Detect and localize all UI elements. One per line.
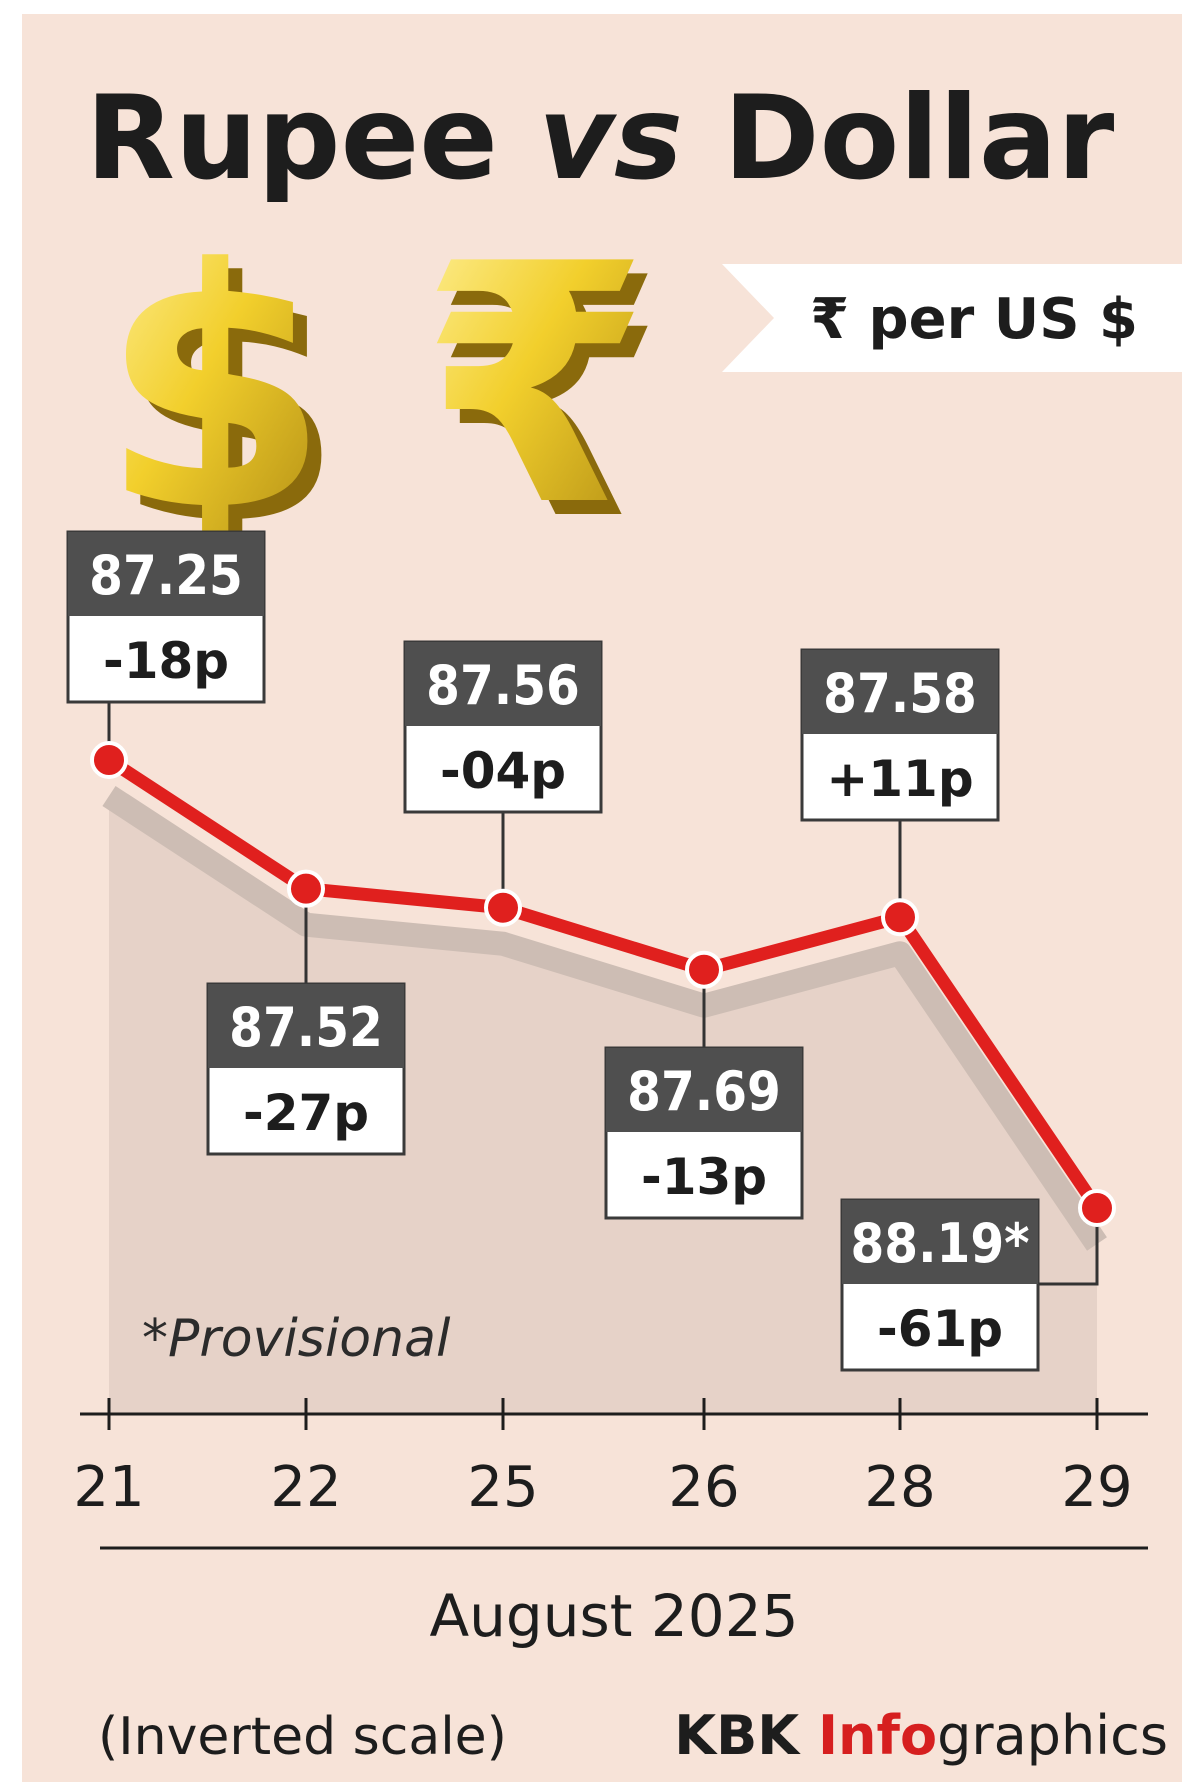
change-label: -13p — [641, 1148, 767, 1206]
unit-label-ribbon: ₹ per US $ — [722, 264, 1192, 372]
svg-text:₹: ₹ — [434, 208, 664, 592]
data-point-28 — [881, 898, 919, 937]
value-label: 87.58 — [823, 662, 977, 725]
svg-text:$: $ — [100, 199, 330, 583]
rupee-symbol-icon: ₹ ₹ — [420, 194, 664, 592]
data-label-29: 88.19* -61p — [840, 1198, 1040, 1372]
value-box — [606, 1048, 802, 1132]
x-tick-label: 26 — [668, 1455, 739, 1520]
line-shadow — [102, 785, 1107, 1251]
chart-title: Rupee vs Dollar — [86, 71, 1115, 206]
data-point-21 — [90, 741, 128, 779]
data-label-25: 87.56 -04p — [403, 640, 603, 814]
data-label-28: 87.58 +11p — [800, 648, 1000, 822]
change-label: +11p — [826, 750, 973, 808]
svg-text:₹: ₹ — [420, 194, 650, 578]
change-label: -18p — [103, 632, 229, 690]
credit: KBK Infographics — [674, 1704, 1168, 1767]
inverted-scale-note: (Inverted scale) — [98, 1707, 507, 1767]
value-label: 88.19* — [850, 1212, 1029, 1275]
value-box — [802, 650, 998, 734]
data-label-21: 87.25 -18p — [66, 530, 266, 704]
data-point-22 — [287, 869, 325, 908]
data-point-26 — [685, 950, 723, 989]
x-axis: 21 22 25 26 28 29 — [73, 1398, 1148, 1520]
data-point-25 — [484, 888, 522, 927]
x-tick-label: 21 — [73, 1455, 144, 1520]
value-box — [208, 984, 404, 1068]
x-tick-label: 25 — [467, 1455, 538, 1520]
data-labels: 87.25 -18p 87.52 -27p 87.56 -04p 87.69 -13p 87.5… — [66, 530, 1040, 1372]
data-label-26: 87.69 -13p — [604, 1046, 804, 1220]
series-line — [102, 753, 1104, 1215]
x-axis-title: August 2025 — [429, 1582, 798, 1650]
x-tick-label: 28 — [864, 1455, 935, 1520]
change-label: -27p — [243, 1084, 369, 1142]
value-label: 87.56 — [426, 654, 580, 717]
value-label: 87.25 — [89, 544, 243, 607]
change-label: -61p — [877, 1300, 1003, 1358]
data-label-22: 87.52 -27p — [206, 982, 406, 1156]
value-box — [405, 642, 601, 726]
value-box — [68, 532, 264, 616]
unit-label: ₹ per US $ — [810, 287, 1138, 352]
value-label: 87.69 — [627, 1060, 781, 1123]
value-label: 87.52 — [229, 996, 383, 1059]
change-label: -04p — [440, 742, 566, 800]
x-tick-label: 29 — [1061, 1455, 1132, 1520]
data-point-29 — [1078, 1189, 1116, 1227]
provisional-note: *Provisional — [142, 1309, 451, 1369]
x-tick-label: 22 — [270, 1455, 341, 1520]
data-points — [90, 741, 1116, 1227]
value-box — [842, 1200, 1038, 1284]
series-line-path — [102, 753, 1104, 1215]
leader-line — [1038, 1208, 1099, 1286]
dollar-symbol-icon: $ $ — [100, 199, 344, 597]
